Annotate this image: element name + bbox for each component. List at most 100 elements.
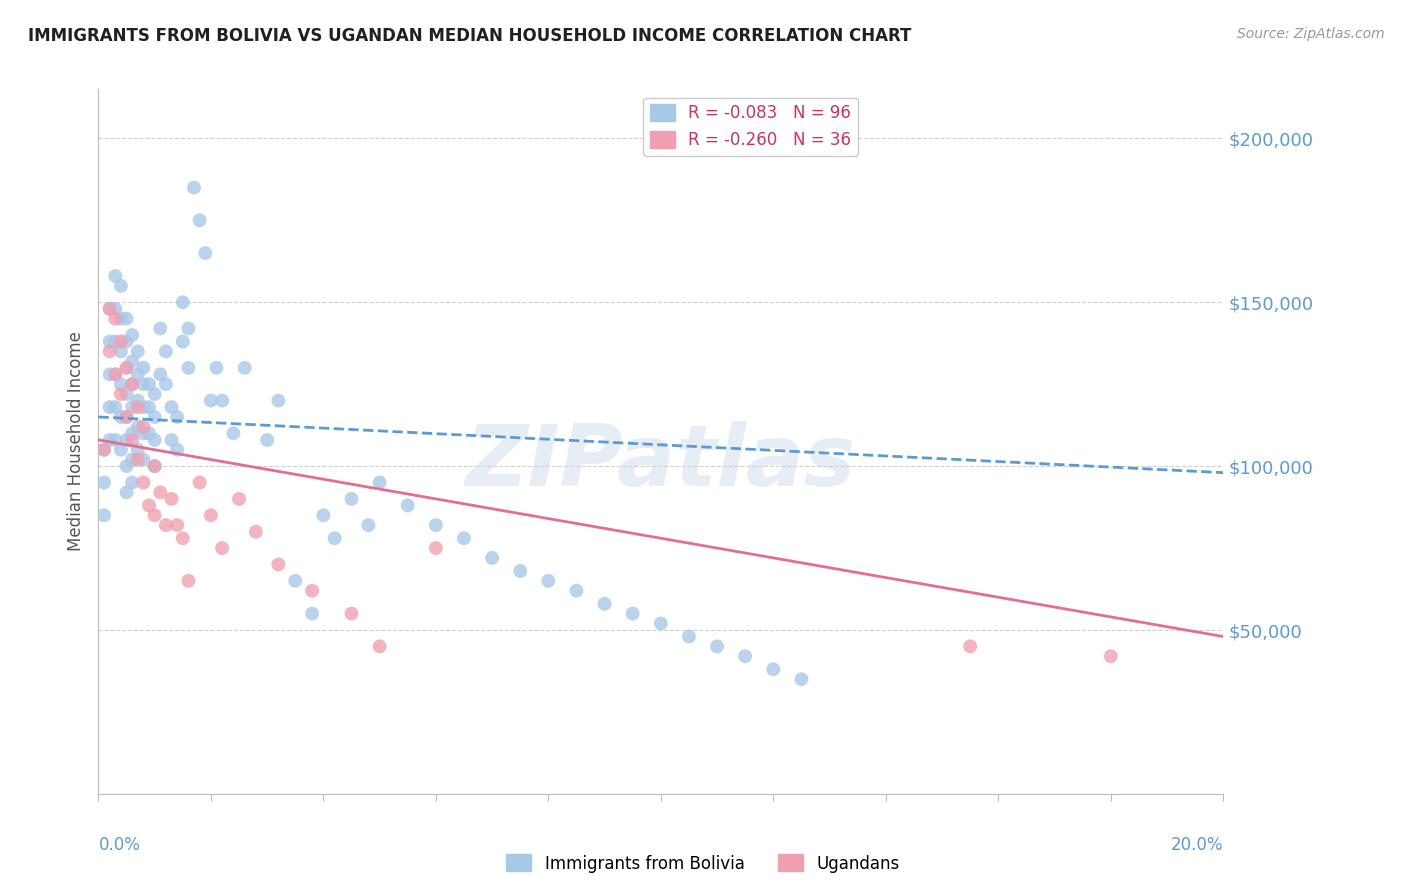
Point: [425, 541, 447, 555]
Point: [104, 334, 127, 349]
Point: [166, 442, 188, 457]
Point: [301, 607, 323, 621]
Point: [537, 574, 560, 588]
Point: [211, 541, 233, 555]
Point: [98, 301, 121, 316]
Point: [127, 393, 149, 408]
Point: [110, 442, 132, 457]
Point: [256, 433, 278, 447]
Point: [228, 491, 250, 506]
Point: [110, 409, 132, 424]
Point: [138, 377, 160, 392]
Point: [127, 344, 149, 359]
Point: [104, 433, 127, 447]
Point: [621, 607, 644, 621]
Point: [104, 268, 127, 283]
Point: [104, 311, 127, 326]
Point: [790, 672, 813, 686]
Point: [734, 649, 756, 664]
Point: [143, 508, 166, 523]
Point: [98, 301, 121, 316]
Point: [132, 360, 155, 375]
Point: [149, 321, 172, 335]
Point: [233, 360, 256, 375]
Point: [115, 387, 138, 401]
Point: [121, 377, 143, 392]
Point: [396, 499, 419, 513]
Point: [509, 564, 531, 578]
Point: [222, 426, 245, 441]
Point: [115, 360, 138, 375]
Point: [301, 583, 323, 598]
Point: [98, 344, 121, 359]
Point: [115, 409, 138, 424]
Point: [121, 475, 143, 490]
Point: [155, 377, 177, 392]
Point: [650, 616, 672, 631]
Point: [98, 433, 121, 447]
Point: [706, 640, 728, 654]
Point: [172, 295, 194, 310]
Point: [149, 368, 172, 382]
Point: [267, 393, 290, 408]
Point: [121, 328, 143, 343]
Point: [138, 400, 160, 414]
Point: [93, 442, 115, 457]
Point: [425, 518, 447, 533]
Point: [205, 360, 228, 375]
Point: [284, 574, 307, 588]
Point: [132, 419, 155, 434]
Point: [138, 499, 160, 513]
Point: [127, 419, 149, 434]
Point: [160, 400, 183, 414]
Point: [115, 409, 138, 424]
Point: [93, 442, 115, 457]
Point: [121, 433, 143, 447]
Point: [121, 400, 143, 414]
Point: [93, 475, 115, 490]
Point: [172, 531, 194, 545]
Point: [357, 518, 380, 533]
Point: [183, 180, 205, 194]
Point: [132, 426, 155, 441]
Point: [93, 508, 115, 523]
Point: [115, 360, 138, 375]
Point: [188, 213, 211, 227]
Point: [110, 387, 132, 401]
Point: [110, 334, 132, 349]
Point: [340, 491, 363, 506]
Point: [149, 485, 172, 500]
Text: ZIPatlas: ZIPatlas: [465, 421, 856, 504]
Point: [340, 607, 363, 621]
Point: [166, 409, 188, 424]
Point: [138, 426, 160, 441]
Point: [160, 433, 183, 447]
Point: [177, 574, 200, 588]
Point: [121, 354, 143, 368]
Point: [368, 475, 391, 490]
Point: [127, 400, 149, 414]
Point: [104, 368, 127, 382]
Point: [127, 442, 149, 457]
Point: [155, 518, 177, 533]
Point: [211, 393, 233, 408]
Point: [110, 377, 132, 392]
Point: [115, 334, 138, 349]
Point: [121, 377, 143, 392]
Point: [132, 452, 155, 467]
Point: [200, 393, 222, 408]
Point: [110, 278, 132, 293]
Text: IMMIGRANTS FROM BOLIVIA VS UGANDAN MEDIAN HOUSEHOLD INCOME CORRELATION CHART: IMMIGRANTS FROM BOLIVIA VS UGANDAN MEDIA…: [28, 27, 911, 45]
Legend: Immigrants from Bolivia, Ugandans: Immigrants from Bolivia, Ugandans: [499, 847, 907, 880]
Point: [143, 459, 166, 474]
Point: [110, 344, 132, 359]
Point: [98, 400, 121, 414]
Point: [565, 583, 588, 598]
Point: [98, 368, 121, 382]
Point: [127, 368, 149, 382]
Point: [143, 433, 166, 447]
Point: [143, 409, 166, 424]
Point: [245, 524, 267, 539]
Legend: R = -0.083   N = 96, R = -0.260   N = 36: R = -0.083 N = 96, R = -0.260 N = 36: [644, 97, 858, 155]
Text: Source: ZipAtlas.com: Source: ZipAtlas.com: [1237, 27, 1385, 41]
